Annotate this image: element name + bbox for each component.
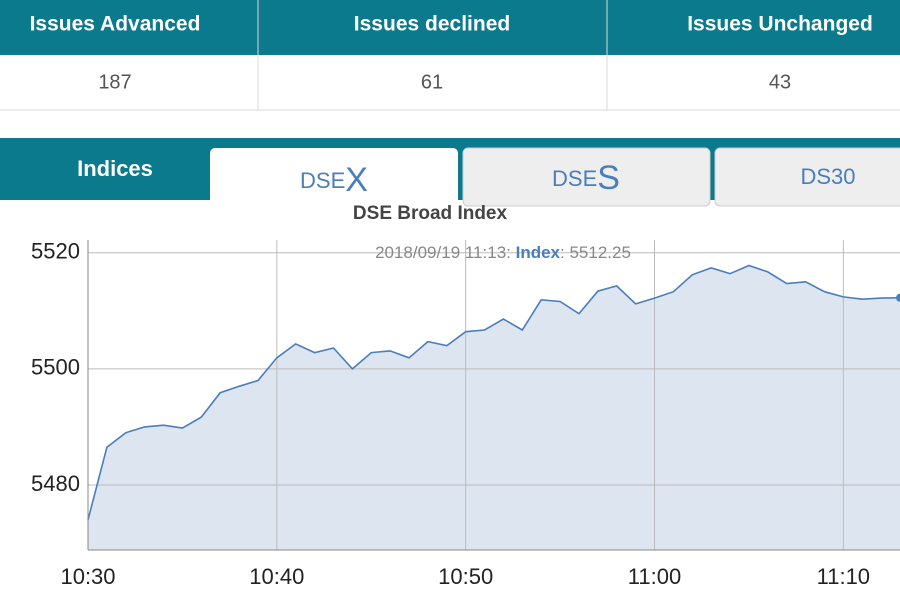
value-cell: 43 [769, 71, 791, 93]
tab[interactable]: DSES [462, 147, 711, 207]
tooltip: 2018/09/19 11:13: Index: 5512.25 [375, 243, 631, 262]
x-tick-label: 10:40 [249, 564, 304, 589]
area [88, 265, 900, 550]
tooltip-value: : 5512.25 [560, 243, 631, 262]
y-tick-label: 5500 [31, 355, 80, 380]
tab-label: DSES [552, 159, 620, 197]
x-tick-label: 10:30 [60, 564, 115, 589]
tab-suffix: X [345, 161, 368, 199]
chart-title: DSE Broad Index [353, 203, 508, 224]
y-tick-label: 5520 [31, 239, 80, 264]
y-tick-label: 5480 [31, 471, 80, 496]
tab-bg [462, 147, 711, 207]
tab-prefix: DSE [300, 168, 345, 193]
x-tick-label: 10:50 [438, 564, 493, 589]
header-cell: Issues Unchanged [687, 13, 873, 36]
tab-prefix: DSE [552, 166, 597, 191]
tab-bar-label: Indices [77, 156, 153, 181]
header-cell: Issues Advanced [30, 13, 201, 36]
x-tick-label: 11:10 [817, 564, 870, 589]
tab[interactable]: DS30 [714, 147, 900, 207]
tab-bg [210, 148, 458, 210]
plot: 5480 5500 5520 10:30 10:40 10:50 11:00 11:10 [31, 239, 900, 589]
point-marker [896, 293, 900, 302]
tooltip-time: 2018/09/19 11:13: [375, 243, 511, 262]
tooltip-series: Index [516, 243, 561, 262]
header-cell: Issues declined [354, 13, 510, 36]
tab-label: DSEX [300, 161, 368, 199]
value-cell: 61 [421, 71, 443, 93]
tab-bg [714, 147, 900, 207]
table-header-bg [0, 0, 900, 55]
tab[interactable]: DSEX [210, 148, 458, 210]
x-tick-label: 11:00 [628, 564, 681, 589]
tab-label: DS30 [800, 164, 855, 189]
line [87, 264, 900, 521]
value-cell: 187 [98, 71, 131, 93]
tab-suffix: S [597, 159, 620, 197]
